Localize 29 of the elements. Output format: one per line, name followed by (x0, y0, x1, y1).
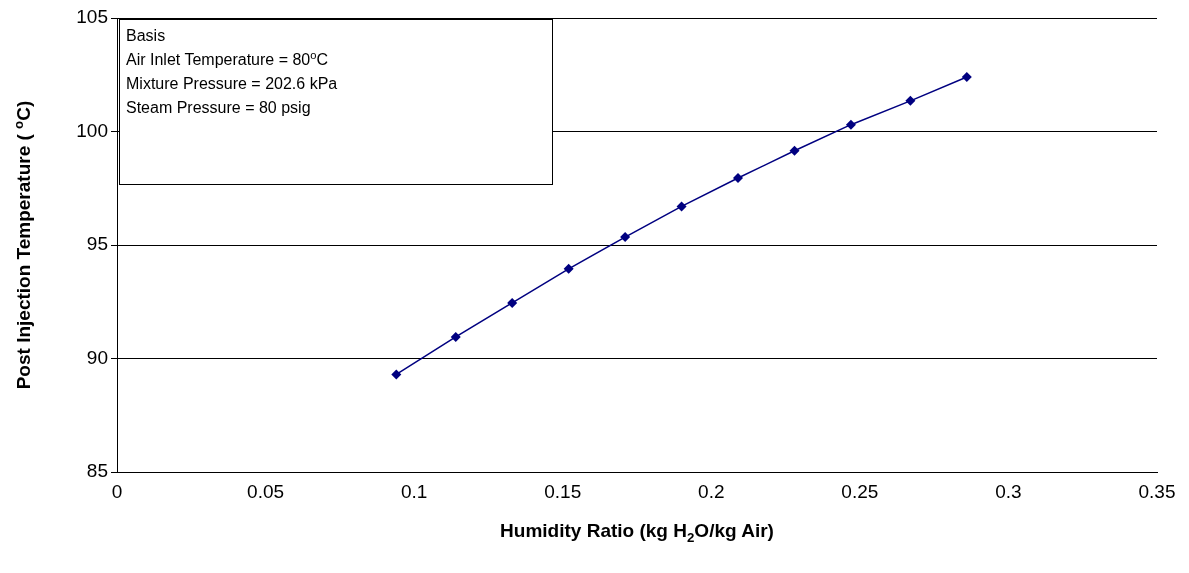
point (620, 232, 631, 243)
point (789, 145, 800, 156)
x-tick-label: 0.2 (698, 480, 725, 502)
y-tick-label: 105 (76, 6, 108, 28)
x-tick-label: 0.05 (247, 480, 285, 502)
x-tick-label: 0.35 (1138, 480, 1176, 502)
point (391, 369, 402, 380)
x-tick-label: 0 (111, 480, 123, 502)
y-tick-label: 100 (76, 119, 108, 141)
point (845, 119, 856, 130)
point (961, 72, 972, 83)
x-tick-label: 0.3 (995, 480, 1022, 502)
x-tick-label: 0.25 (841, 480, 879, 502)
point (905, 95, 916, 106)
point (507, 297, 518, 308)
annotation: Steam Pressure = 80 psig (126, 98, 312, 118)
y-tick-label: 85 (86, 460, 108, 482)
point (676, 201, 687, 212)
x-tick-label: 0.1 (400, 480, 428, 502)
point (733, 173, 744, 184)
point (450, 331, 461, 342)
annotation: Basis (126, 26, 167, 46)
x-axis-title: Humidity Ratio (kg H$_{2}$O/kg Air) (499, 520, 775, 545)
y-tick-label: 95 (86, 233, 108, 255)
x-tick-label: 0.15 (544, 480, 582, 502)
annotation: Mixture Pressure = 202.6 kPa (126, 74, 339, 94)
annotation: Air Inlet Temperature = 80$^{o}$C (126, 48, 330, 70)
y-tick-label: 90 (86, 346, 108, 368)
point (563, 263, 574, 274)
